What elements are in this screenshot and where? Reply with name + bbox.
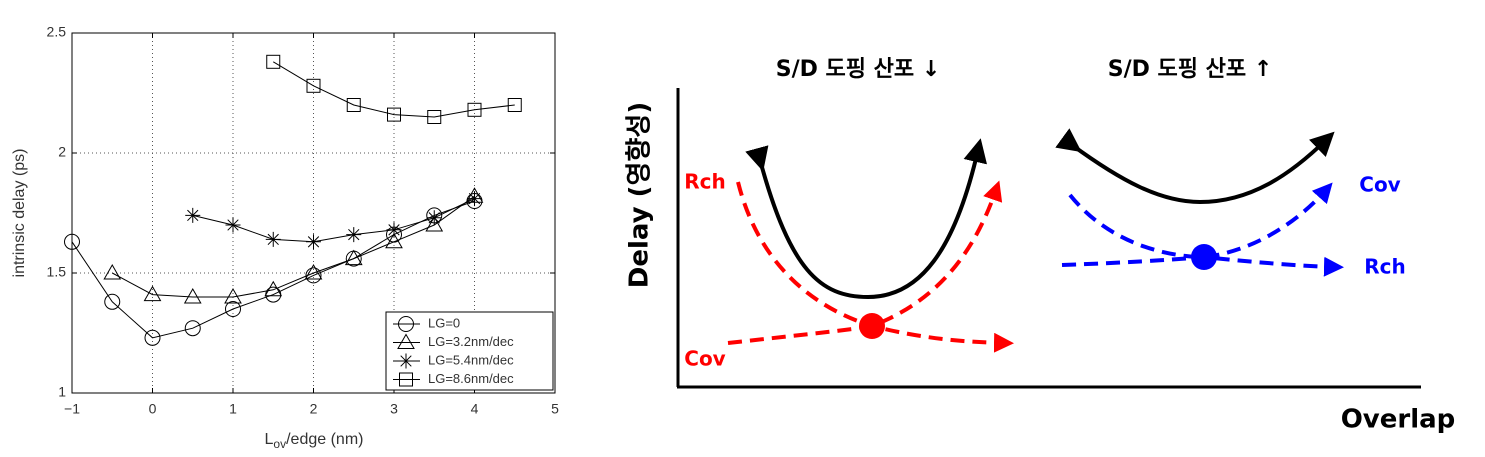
optimum-point-right <box>1191 244 1217 270</box>
series-line <box>112 195 475 298</box>
data-point <box>386 222 402 238</box>
x-tick-label: 2 <box>310 401 318 417</box>
x-tick-label: 0 <box>149 401 157 417</box>
series-line <box>272 61 515 118</box>
data-point <box>426 210 442 226</box>
delay-curve-left <box>745 138 988 300</box>
x-label-sub: ov <box>273 437 286 451</box>
x-tick-label: 1 <box>229 401 237 417</box>
data-point <box>306 234 321 250</box>
data-point <box>507 98 522 112</box>
data-point <box>346 98 361 112</box>
left-title: S/D 도핑 산포 ↓ <box>776 57 941 82</box>
data-point <box>104 293 121 310</box>
delay-curve-right <box>1055 128 1335 205</box>
x-tick-label: 4 <box>471 401 479 417</box>
data-point <box>185 207 201 223</box>
chart: Lov/edge (nm) intrinsic delay (ps) −1 0 1 2… <box>11 24 559 451</box>
data-point <box>467 191 482 207</box>
y-tick-label: 1.5 <box>47 264 67 280</box>
y-tick-label: 2 <box>58 144 66 160</box>
y-axis-label: intrinsic delay (ps) <box>11 149 28 278</box>
x-tick-label: −1 <box>64 401 80 417</box>
data-point <box>103 263 122 280</box>
data-point <box>225 301 241 317</box>
data-point <box>306 78 321 93</box>
rch-label-right: Rch <box>1364 255 1406 279</box>
data-point <box>224 287 242 304</box>
cov-curve-right <box>1068 182 1333 260</box>
x-tick-label: 3 <box>390 401 398 417</box>
data-point <box>305 267 322 284</box>
optimum-point-left <box>859 313 885 339</box>
overlap-label: Overlap <box>1341 405 1456 435</box>
legend-marker <box>398 353 414 369</box>
data-point <box>427 110 442 124</box>
delay-label: Delay (영향성) <box>625 102 655 288</box>
right-title: S/D 도핑 산포 ↑ <box>1108 57 1273 82</box>
cov-label-right: Cov <box>1359 173 1400 197</box>
series-line <box>192 198 475 243</box>
data-point <box>143 285 162 302</box>
data-point <box>184 320 201 337</box>
y-tick-label: 1 <box>58 384 66 400</box>
data-point <box>425 215 444 232</box>
data-point <box>64 233 80 250</box>
legend-label: LG=3.2nm/dec <box>428 334 514 349</box>
data-point <box>344 249 363 266</box>
data-point <box>304 263 323 280</box>
x-label-main: L <box>265 431 274 448</box>
x-tick-label: 5 <box>551 401 559 417</box>
data-point <box>266 54 281 69</box>
legend-marker <box>399 372 413 387</box>
x-axis-label: Lov/edge (nm) <box>265 431 364 451</box>
data-point <box>144 329 161 346</box>
diagram: S/D 도핑 산포 ↓ S/D 도핑 산포 ↑ Delay (영향성) Over… <box>625 57 1456 435</box>
data-point <box>387 107 401 122</box>
data-point <box>467 102 482 117</box>
cov-label-left: Cov <box>684 347 725 371</box>
data-point <box>225 217 241 233</box>
y-tick-label: 2.5 <box>47 24 67 40</box>
data-point <box>183 287 202 304</box>
legend-label: LG=8.6nm/dec <box>428 371 514 386</box>
data-point <box>264 280 283 297</box>
data-point <box>265 231 281 247</box>
legend-marker <box>397 333 415 349</box>
plot-frame <box>71 32 556 394</box>
x-label-rest: /edge (nm) <box>286 431 363 448</box>
series-line <box>71 200 475 339</box>
data-point <box>346 227 362 243</box>
legend-marker <box>398 316 414 332</box>
legend: LG=0 LG=3.2nm/dec LG=5.4nm/dec LG=8.6nm/dec <box>385 311 554 391</box>
legend-label: LG=0 <box>428 315 460 330</box>
legend-label: LG=5.4nm/dec <box>428 352 514 367</box>
data-point <box>385 232 403 249</box>
rch-label-left: Rch <box>684 170 726 194</box>
